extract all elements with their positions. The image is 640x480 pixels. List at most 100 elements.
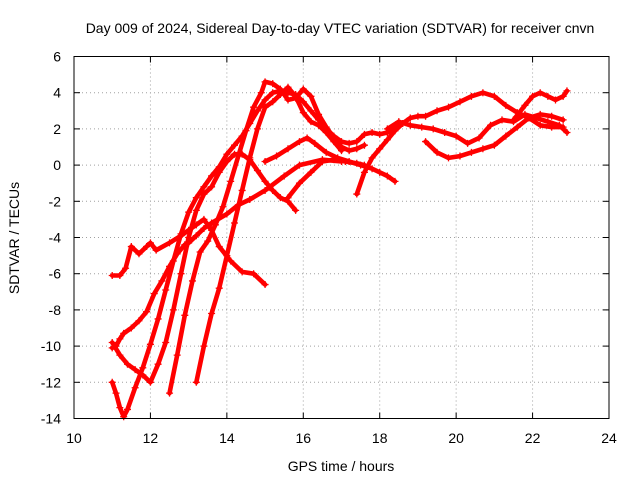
y-tick-label: -6 bbox=[49, 266, 62, 282]
data-point bbox=[276, 91, 284, 99]
data-point bbox=[143, 308, 151, 316]
data-point bbox=[200, 215, 208, 223]
series-track-6 bbox=[192, 83, 345, 386]
data-point bbox=[284, 96, 292, 104]
data-point bbox=[490, 141, 498, 149]
data-point bbox=[261, 157, 269, 165]
data-point bbox=[131, 384, 139, 392]
data-point bbox=[452, 132, 460, 140]
x-tick-label: 20 bbox=[448, 430, 464, 446]
y-tick-label: 6 bbox=[53, 49, 61, 65]
data-point bbox=[238, 186, 246, 194]
data-point bbox=[208, 172, 216, 180]
series-track-1 bbox=[108, 215, 269, 289]
data-point bbox=[257, 89, 265, 97]
data-point bbox=[269, 186, 277, 194]
data-point bbox=[353, 159, 361, 167]
data-point bbox=[502, 101, 510, 109]
data-point bbox=[307, 168, 315, 176]
data-point bbox=[169, 306, 177, 314]
y-tick-label: -4 bbox=[49, 230, 62, 246]
data-point bbox=[383, 125, 391, 133]
data-point bbox=[127, 243, 135, 251]
data-point bbox=[406, 114, 414, 122]
data-point bbox=[559, 92, 567, 100]
series-line bbox=[194, 85, 344, 385]
data-point bbox=[166, 389, 174, 397]
data-point bbox=[116, 335, 124, 343]
data-point bbox=[544, 92, 552, 100]
series-track-12 bbox=[509, 87, 571, 124]
data-point bbox=[169, 257, 177, 265]
data-point bbox=[108, 338, 116, 346]
data-point bbox=[234, 152, 242, 160]
x-tick-label: 18 bbox=[372, 430, 388, 446]
data-point bbox=[479, 89, 487, 97]
data-point bbox=[269, 98, 277, 106]
data-point bbox=[253, 107, 261, 115]
data-point bbox=[177, 270, 185, 278]
data-point bbox=[395, 118, 403, 126]
data-point bbox=[529, 92, 537, 100]
data-point bbox=[563, 129, 571, 137]
data-point bbox=[368, 165, 376, 173]
data-point bbox=[200, 190, 208, 198]
data-point bbox=[162, 338, 170, 346]
data-point bbox=[120, 413, 128, 421]
data-point bbox=[406, 121, 414, 129]
data-point bbox=[124, 405, 131, 413]
data-point bbox=[376, 168, 384, 176]
data-point bbox=[124, 360, 131, 368]
data-point bbox=[307, 118, 315, 126]
data-point bbox=[467, 148, 475, 156]
y-tick-label: -2 bbox=[49, 193, 62, 209]
data-point bbox=[422, 112, 430, 120]
y-tick-labels: -14 -12 -10 -8 -6 -4 -2 0 2 4 6 bbox=[41, 49, 61, 427]
data-point bbox=[322, 129, 330, 137]
data-point bbox=[391, 127, 399, 135]
data-point bbox=[223, 210, 231, 218]
x-tick-label: 14 bbox=[219, 430, 235, 446]
data-point bbox=[353, 145, 361, 153]
data-point bbox=[269, 80, 277, 88]
data-point bbox=[475, 134, 483, 142]
data-point bbox=[135, 250, 143, 258]
y-tick-label: -12 bbox=[41, 374, 61, 390]
data-point bbox=[315, 121, 323, 129]
data-point bbox=[299, 85, 307, 93]
data-point bbox=[127, 324, 135, 332]
data-point bbox=[273, 152, 281, 160]
data-point bbox=[204, 237, 212, 245]
data-point bbox=[299, 109, 307, 117]
data-point bbox=[108, 272, 116, 280]
data-point bbox=[166, 239, 174, 247]
series-track-11 bbox=[422, 110, 567, 162]
series-track-9 bbox=[353, 89, 567, 198]
data-point bbox=[338, 147, 345, 155]
data-point bbox=[154, 315, 162, 323]
data-point bbox=[368, 129, 376, 137]
data-point bbox=[223, 252, 231, 260]
data-point bbox=[360, 130, 368, 138]
data-point bbox=[122, 264, 130, 272]
data-point bbox=[200, 342, 208, 350]
y-tick-label: 2 bbox=[53, 121, 61, 137]
x-axis-title: GPS time / hours bbox=[288, 458, 395, 474]
data-point bbox=[116, 404, 124, 412]
data-point bbox=[429, 125, 437, 133]
y-axis-title: SDTVAR / TECUs bbox=[6, 182, 22, 294]
y-tick-label: 0 bbox=[53, 157, 61, 173]
data-point bbox=[563, 87, 571, 95]
data-point bbox=[223, 150, 231, 158]
data-point bbox=[360, 141, 368, 149]
data-point bbox=[269, 89, 277, 97]
data-point bbox=[261, 96, 269, 104]
data-point bbox=[242, 127, 250, 135]
y-tick-label: -14 bbox=[41, 411, 61, 427]
data-point bbox=[521, 101, 529, 109]
data-point bbox=[479, 145, 487, 153]
y-tick-label: -8 bbox=[49, 302, 62, 318]
data-point bbox=[208, 310, 216, 318]
data-point bbox=[295, 138, 303, 146]
data-point bbox=[208, 183, 216, 191]
